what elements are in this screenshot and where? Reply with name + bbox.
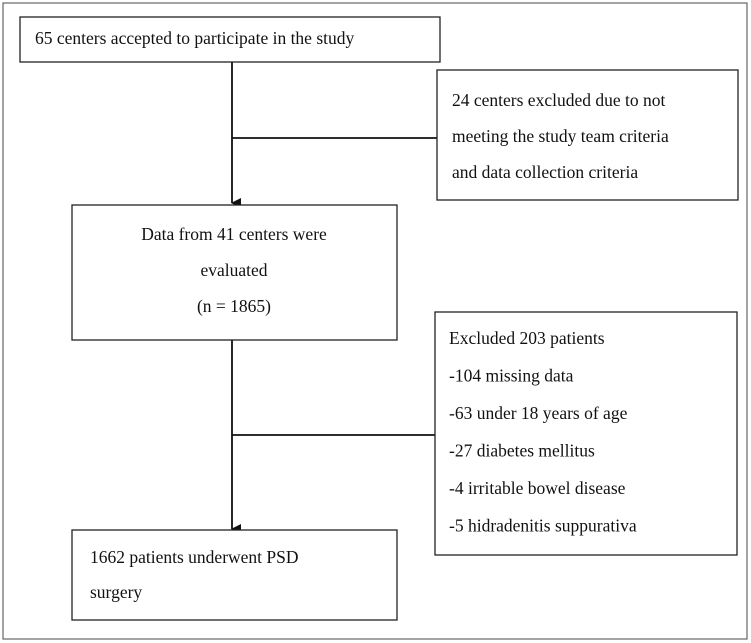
box-text: 1662 patients underwent PSD <box>90 547 299 567</box>
flow-box <box>19 16 441 63</box>
box-text: surgery <box>90 582 142 602</box>
box-text: Data from 41 centers were <box>141 224 327 244</box>
box-text: -4 irritable bowel disease <box>449 478 626 498</box>
box-text: -27 diabetes mellitus <box>449 441 595 461</box>
box-text: -63 under 18 years of age <box>449 403 628 423</box>
box-text: evaluated <box>200 260 267 280</box>
box-text: Excluded 203 patients <box>449 328 605 348</box>
box-text: 24 centers excluded due to not <box>452 90 665 110</box>
flow-box <box>434 311 738 556</box>
flow-box <box>71 204 398 341</box>
box-text: -104 missing data <box>449 366 574 386</box>
flow-box <box>436 69 739 201</box>
box-text: and data collection criteria <box>452 162 638 182</box>
box-text: meeting the study team criteria <box>452 126 669 146</box>
box-text: -5 hidradenitis suppurativa <box>449 516 637 536</box>
flow-box <box>71 529 398 621</box>
box-text: 65 centers accepted to participate in th… <box>35 28 354 48</box>
box-text: (n = 1865) <box>197 296 271 316</box>
